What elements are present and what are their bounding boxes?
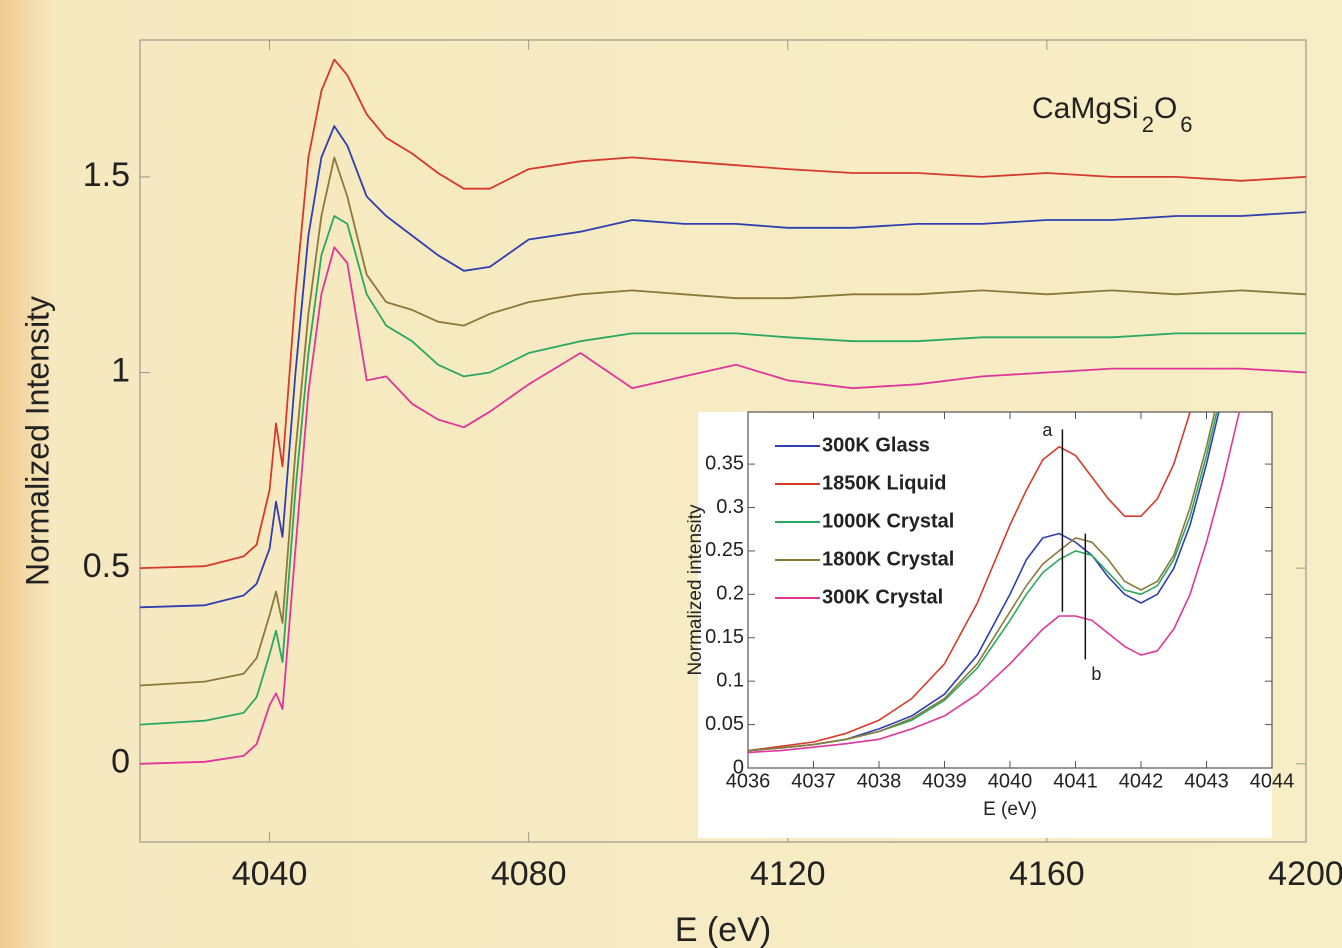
x-tick-label: 4040 <box>988 770 1033 792</box>
y-tick-label: 0.25 <box>705 539 744 561</box>
y-axis-label: Normalized Intensity <box>19 296 55 586</box>
y-tick-label: 0.5 <box>83 547 130 585</box>
y-axis-label: Normalized intensity <box>685 504 706 676</box>
x-tick-label: 4036 <box>726 770 771 792</box>
y-tick-label: 0.3 <box>716 496 744 518</box>
x-tick-label: 4200 <box>1268 855 1342 893</box>
plot-area <box>748 412 1241 754</box>
legend-label: 1850K Liquid <box>822 472 946 494</box>
y-tick-label: 0.2 <box>716 583 744 605</box>
x-tick-label: 4042 <box>1119 770 1164 792</box>
x-axis-label: E (eV) <box>983 799 1037 820</box>
legend-label: 300K Glass <box>822 434 930 456</box>
series-line <box>140 156 1306 687</box>
series-line <box>748 412 1241 754</box>
series-line <box>748 412 1216 752</box>
x-tick-label: 4043 <box>1184 770 1229 792</box>
series-line <box>140 246 1306 765</box>
legend-label: 1000K Crystal <box>822 510 954 532</box>
y-tick-label: 0.35 <box>705 452 744 474</box>
series-line <box>140 58 1306 569</box>
legend-label: 300K Crystal <box>822 586 943 608</box>
y-tick-label: 0.05 <box>705 713 744 735</box>
series-line <box>748 412 1220 752</box>
x-tick-label: 4039 <box>922 770 967 792</box>
x-tick-label: 4037 <box>791 770 836 792</box>
x-tick-label: 4080 <box>491 855 567 893</box>
series-line <box>748 412 1191 752</box>
annotation-text: CaMgSi <box>1032 92 1139 125</box>
subscript: 6 <box>1180 112 1192 137</box>
y-tick-label: 1.5 <box>83 156 130 194</box>
y-tick-label: 0 <box>111 743 130 781</box>
y-tick-label: 0.1 <box>716 669 744 691</box>
series-line <box>140 215 1306 726</box>
y-tick-label: 1 <box>111 352 130 390</box>
x-axis-label: E (eV) <box>675 911 771 948</box>
plot-area <box>140 58 1306 765</box>
x-tick-label: 4041 <box>1053 770 1098 792</box>
y-tick-label: 0 <box>733 756 744 778</box>
annotation: CaMgSi 2O 6 <box>1032 92 1193 137</box>
subscript: 2 <box>1142 112 1154 137</box>
x-tick-label: 4038 <box>857 770 902 792</box>
marker-label: b <box>1091 664 1101 684</box>
plot-frame <box>139 39 1307 843</box>
x-tick-label: 4120 <box>750 855 826 893</box>
y-tick-label: 0.15 <box>705 626 744 648</box>
x-tick-label: 4040 <box>232 855 308 893</box>
series-line <box>140 125 1306 609</box>
annotation-text: O <box>1154 92 1177 125</box>
legend-label: 1800K Crystal <box>822 548 954 570</box>
marker-label: a <box>1042 420 1053 440</box>
x-tick-label: 4044 <box>1250 770 1295 792</box>
x-tick-label: 4160 <box>1009 855 1085 893</box>
